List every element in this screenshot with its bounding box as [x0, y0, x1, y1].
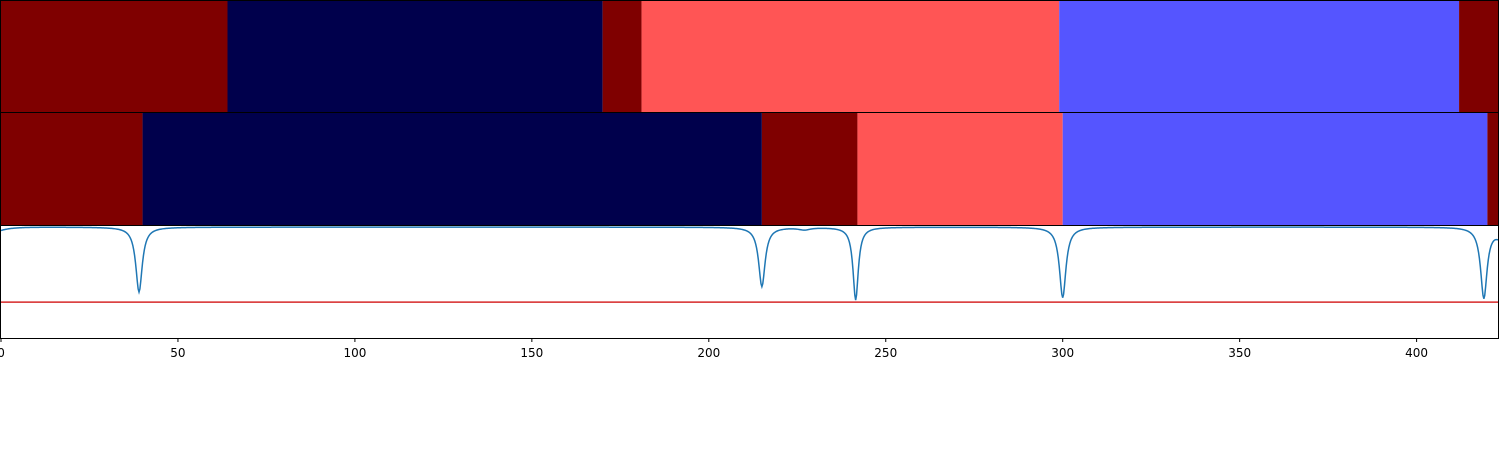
segment-1-3: [857, 113, 1063, 225]
plot-background: [1, 226, 1498, 338]
boundary-score-plot: [0, 225, 1499, 339]
middle-segmentation-strip: [0, 112, 1499, 226]
segment-1-0: [1, 113, 143, 225]
segment-0-2: [602, 1, 642, 112]
x-tick-label-150: 150: [520, 346, 543, 360]
segment-0-5: [1459, 1, 1498, 112]
segment-1-2: [761, 113, 858, 225]
segment-0-4: [1059, 1, 1460, 112]
segment-1-4: [1062, 113, 1488, 225]
x-tick-label-200: 200: [697, 346, 720, 360]
x-tick-label-250: 250: [874, 346, 897, 360]
plot-frame: [0, 225, 1499, 339]
segment-0-0: [1, 1, 228, 112]
x-tick-label-50: 50: [170, 346, 185, 360]
x-axis: 0 50 100 150 200 250 300 350 400: [0, 338, 1428, 360]
segment-1-5: [1487, 113, 1498, 225]
score-line: [0, 226, 1499, 301]
x-tick-label-100: 100: [343, 346, 366, 360]
x-tick-label-400: 400: [1405, 346, 1428, 360]
x-tick-label-300: 300: [1051, 346, 1074, 360]
x-tick-label-350: 350: [1228, 346, 1251, 360]
top-segmentation-strip: [0, 0, 1499, 113]
x-tick-label-0: 0: [0, 346, 5, 360]
segment-1-1: [142, 113, 762, 225]
segment-0-3: [641, 1, 1060, 112]
segment-0-1: [227, 1, 603, 112]
